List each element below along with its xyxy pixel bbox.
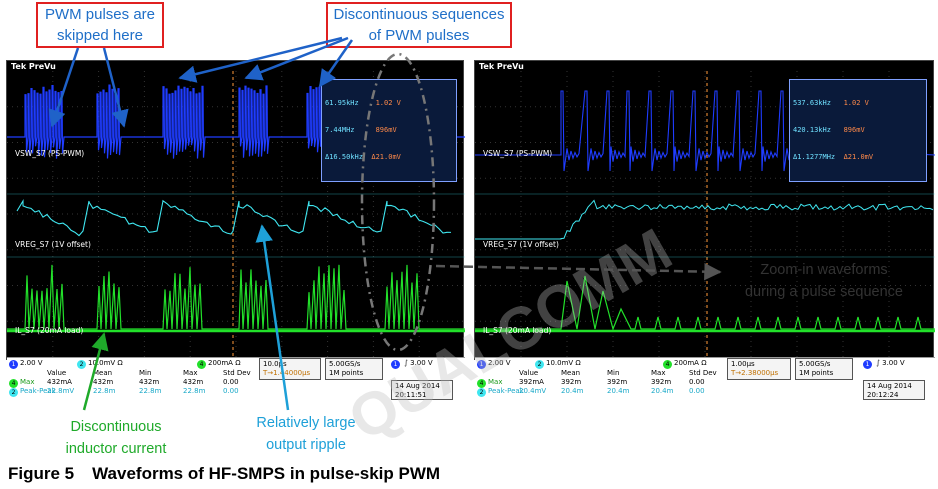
ch2-trace <box>17 201 451 236</box>
right-row1-std: 0.00 <box>689 378 705 387</box>
left-status-bar: 1 2.00 V 2 10.0mV Ω 4 200mA Ω 10.0µs T→1.44… <box>7 357 465 401</box>
right-ch2-label: VREG_S7 (1V offset) <box>483 240 559 249</box>
right-measurement-panel: 537.63kHz 1.02 V 420.13kHz 896mV Δ1.1277… <box>789 79 927 182</box>
right-ch1-scale: 1 2.00 V <box>477 359 511 369</box>
ch2-trace <box>475 201 933 239</box>
note-zoom-in: Zoom-in waveforms during a pulse sequenc… <box>726 259 922 303</box>
right-stats-hdr-mean: Mean <box>561 369 580 378</box>
right-ch2-scale: 2 10.0mV Ω <box>535 359 581 369</box>
right-trigger: 1 ∫ 3.00 V <box>863 359 905 369</box>
right-stats-hdr-min: Min <box>607 369 619 378</box>
callout-pulses-skipped: PWM pulses are skipped here <box>36 2 164 48</box>
left-ch1-scale: 1 2.00 V <box>9 359 43 369</box>
left-row1-mean: 432m <box>93 378 113 387</box>
right-row1-value: 392mA <box>519 378 544 387</box>
left-stats-hdr-std: Std Dev <box>223 369 251 378</box>
note-discontinuous-inductor-current: Discontinuous inductor current <box>46 416 186 460</box>
figure-caption: Figure 5 Waveforms of HF-SMPS in pulse-sk… <box>8 464 440 484</box>
left-trigger: 1 ∫ 3.00 V <box>391 359 433 369</box>
left-meas-r2b: 896mV <box>376 126 397 134</box>
left-datetime: 14 Aug 2014 20:11:51 <box>391 380 453 400</box>
right-timebase: 1.00µs T→2.38000µs <box>727 358 791 380</box>
left-sample-rate: 5.00GS/s 1M points <box>325 358 383 380</box>
left-timebase: 10.0µs T→1.44000µs <box>259 358 321 380</box>
left-ch4-scale: 4 200mA Ω <box>197 359 241 369</box>
right-stats-row2: 2 Peak-Peak <box>477 387 524 397</box>
right-row2-min: 20.4m <box>607 387 629 396</box>
left-row1-max: 432m <box>183 378 203 387</box>
right-row1-mean: 392m <box>561 378 581 387</box>
figure-number: Figure 5 <box>8 464 74 483</box>
right-ch1-label: VSW_S7 (PS-PWM) <box>483 149 552 158</box>
right-datetime: 14 Aug 2014 20:12:24 <box>863 380 925 400</box>
left-row2-max: 22.8m <box>183 387 205 396</box>
left-stats-header: Value <box>47 369 66 378</box>
left-row1-value: 432mA <box>47 378 72 387</box>
left-row2-mean: 22.8m <box>93 387 115 396</box>
right-ch4-label: IL_S7 (20mA load) <box>483 326 551 335</box>
left-stats-hdr-max: Max <box>183 369 197 378</box>
note-output-ripple: Relatively large output ripple <box>236 412 376 456</box>
right-row2-mean: 20.4m <box>561 387 583 396</box>
left-row1-std: 0.00 <box>223 378 239 387</box>
right-stats-hdr-std: Std Dev <box>689 369 717 378</box>
right-meas-r2b: 896mV <box>844 126 865 134</box>
right-stats-hdr-max: Max <box>651 369 665 378</box>
right-row2-std: 0.00 <box>689 387 705 396</box>
callout-discontinuous-sequences: Discontinuous sequences of PWM pulses <box>326 2 512 48</box>
right-row2-value: 20.4mV <box>519 387 546 396</box>
right-meas-r1b: 1.02 V <box>844 99 869 107</box>
right-status-bar: 1 2.00 V 2 10.0mV Ω 4 200mA Ω 1.00µs T→2.38… <box>475 357 935 401</box>
left-ch1-label: VSW_S7 (PS-PWM) <box>15 149 84 158</box>
left-meas-r3a: Δ16.50kHz <box>325 153 363 161</box>
left-meas-r2a: 7.44MHz <box>325 126 355 134</box>
right-ch4-scale: 4 200mA Ω <box>663 359 707 369</box>
figure-title: Waveforms of HF-SMPS in pulse-skip PWM <box>92 464 440 483</box>
left-ch4-label: IL_S7 (20mA load) <box>15 326 83 335</box>
right-meas-r3a: Δ1.1277MHz <box>793 153 835 161</box>
left-meas-r3b: Δ21.0mV <box>371 153 401 161</box>
right-row1-min: 392m <box>607 378 627 387</box>
left-row1-min: 432m <box>139 378 159 387</box>
left-row2-min: 22.8m <box>139 387 161 396</box>
left-measurement-panel: 61.95kHz 1.02 V 7.44MHz 896mV Δ16.50kHz … <box>321 79 457 182</box>
left-row2-std: 0.00 <box>223 387 239 396</box>
left-meas-r1a: 61.95kHz <box>325 99 359 107</box>
left-ch2-label: VREG_S7 (1V offset) <box>15 240 91 249</box>
right-meas-r2a: 420.13kHz <box>793 126 831 134</box>
left-row2-value: 22.8mV <box>47 387 74 396</box>
left-scope-screen: Tek PreVu 61.95kHz 1.02 V 7.44MHz 896mV … <box>6 60 464 360</box>
right-stats-hdr-value: Value <box>519 369 538 378</box>
right-sample-rate: 5.00GS/s 1M points <box>795 358 853 380</box>
left-stats-hdr-min: Min <box>139 369 151 378</box>
left-stats-hdr-mean: Mean <box>93 369 112 378</box>
left-meas-r1b: 1.02 V <box>376 99 401 107</box>
right-row1-max: 392m <box>651 378 671 387</box>
right-row2-max: 20.4m <box>651 387 673 396</box>
left-ch2-scale: 2 10.0mV Ω <box>77 359 123 369</box>
right-meas-r3b: Δ21.0mV <box>844 153 874 161</box>
right-scope-screen: Tek PreVu 537.63kHz 1.02 V 420.13kHz 896… <box>474 60 934 360</box>
right-meas-r1a: 537.63kHz <box>793 99 831 107</box>
